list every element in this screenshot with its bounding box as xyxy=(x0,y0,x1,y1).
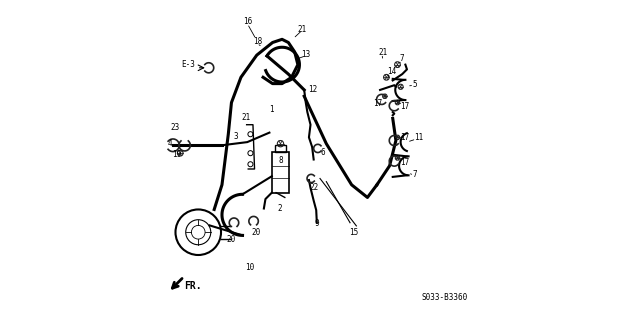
Text: S033-B3360: S033-B3360 xyxy=(421,293,467,302)
Text: 15: 15 xyxy=(349,228,358,237)
Text: 1: 1 xyxy=(269,105,273,114)
Text: 16: 16 xyxy=(243,18,252,26)
Text: 4: 4 xyxy=(167,139,172,148)
Text: 17: 17 xyxy=(400,133,409,143)
Text: 7: 7 xyxy=(413,170,417,179)
Text: 19: 19 xyxy=(172,150,182,159)
Text: 9: 9 xyxy=(314,219,319,228)
Bar xyxy=(275,145,286,152)
Text: 17: 17 xyxy=(400,102,409,111)
Text: 10: 10 xyxy=(244,263,254,272)
Text: E-3: E-3 xyxy=(181,60,195,69)
Text: 5: 5 xyxy=(412,80,417,89)
Text: 18: 18 xyxy=(253,37,263,46)
Text: 20: 20 xyxy=(227,235,236,244)
Text: 7: 7 xyxy=(400,55,404,63)
Text: 3: 3 xyxy=(234,132,239,141)
Text: 6: 6 xyxy=(321,148,325,157)
Text: 17: 17 xyxy=(373,99,382,108)
Text: 13: 13 xyxy=(301,50,310,59)
Text: 20: 20 xyxy=(251,228,260,237)
Text: 21: 21 xyxy=(378,48,388,57)
Text: 11: 11 xyxy=(414,133,424,143)
Bar xyxy=(272,152,289,193)
Text: 21: 21 xyxy=(242,113,251,122)
Text: 17: 17 xyxy=(400,158,409,167)
Text: 22: 22 xyxy=(310,183,319,192)
Text: 8: 8 xyxy=(279,156,284,165)
Text: 12: 12 xyxy=(308,85,317,94)
Text: FR.: FR. xyxy=(184,281,202,291)
Text: 14: 14 xyxy=(387,67,396,76)
Text: 23: 23 xyxy=(171,123,180,132)
Text: 2: 2 xyxy=(277,204,282,213)
Text: 21: 21 xyxy=(298,25,307,34)
